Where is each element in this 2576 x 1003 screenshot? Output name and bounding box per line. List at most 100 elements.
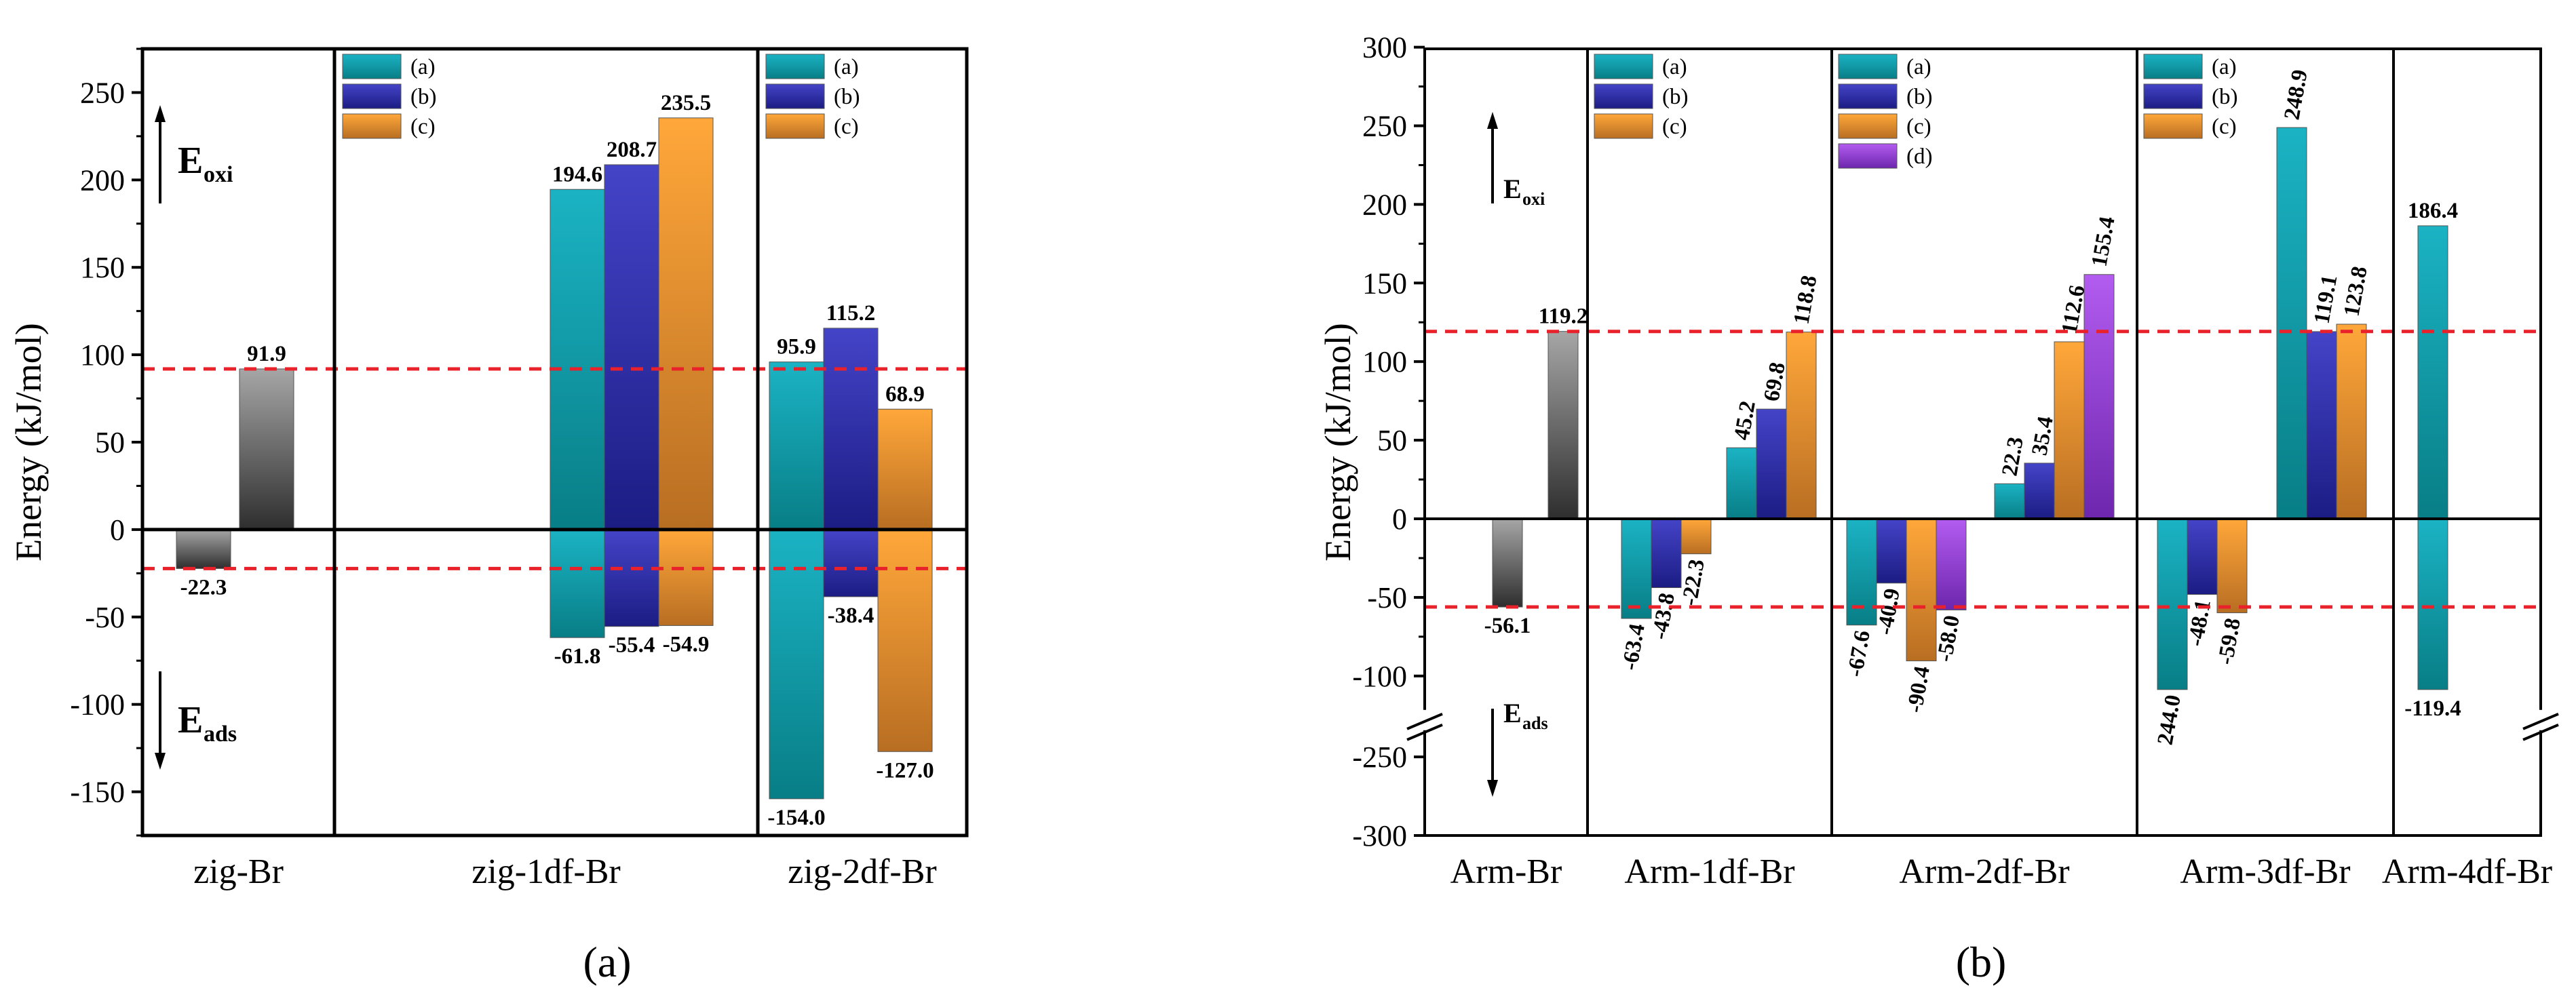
y-tick-label: -50 — [85, 601, 125, 634]
y-tick-label: -100 — [1352, 660, 1407, 693]
group-label: Arm-3df-Br — [2180, 852, 2350, 891]
legend-swatch — [2143, 54, 2203, 79]
data-label: -58.0 — [1932, 614, 1964, 664]
data-label: 248.9 — [2280, 68, 2312, 121]
legend-label: (c) — [1662, 115, 1687, 139]
data-label: 69.8 — [1759, 360, 1790, 403]
y-tick-label: 50 — [1377, 424, 1407, 457]
arrow-up-label: E — [178, 140, 203, 182]
bar-zig-Br-oxi-gray — [239, 368, 294, 530]
y-tick-label: 50 — [95, 426, 125, 459]
bar-Arm-3df-Br-ads-a — [2157, 518, 2188, 690]
bar-Arm-3df-Br-ads-b — [2187, 518, 2218, 595]
data-label: 115.2 — [826, 301, 875, 326]
panel-caption: (b) — [1956, 938, 2007, 986]
legend-label: (c) — [410, 115, 436, 139]
data-label: 208.7 — [607, 138, 657, 162]
data-label: 155.4 — [2087, 215, 2119, 269]
group-label: Arm-1df-Br — [1624, 852, 1794, 891]
legend-label: (d) — [1906, 144, 1932, 169]
arrow-up-sub: oxi — [204, 162, 233, 187]
data-label: 186.4 — [2408, 199, 2458, 223]
arrow-down-sub: ads — [204, 722, 237, 747]
axis-break-mark — [1406, 723, 1443, 741]
data-label: 45.2 — [1729, 399, 1760, 441]
legend-label: (a) — [834, 55, 859, 79]
group-label: zig-Br — [193, 852, 284, 891]
y-tick-label: -100 — [70, 688, 125, 722]
data-label: -154.0 — [767, 806, 825, 830]
bar-zig-2df-Br-oxi-c — [877, 408, 933, 530]
legend-label: (c) — [2212, 115, 2237, 139]
data-label: -38.4 — [828, 604, 874, 628]
data-label: -43.8 — [1647, 591, 1679, 642]
legend-swatch — [1838, 143, 1898, 169]
y-tick-label: 250 — [80, 76, 125, 109]
y-tick-label: 200 — [1362, 188, 1407, 221]
data-label: -90.4 — [1902, 665, 1934, 715]
bar-Arm-1df-Br-ads-c — [1680, 518, 1712, 555]
data-label: -54.9 — [663, 632, 710, 656]
bar-Arm-2df-Br-ads-c — [1906, 518, 1937, 662]
bar-Arm-4df-Br-oxi-a — [2417, 225, 2448, 519]
y-tick-label: -150 — [70, 776, 125, 809]
data-label: -119.4 — [2404, 696, 2461, 721]
legend-swatch — [342, 54, 402, 79]
data-label: 119.1 — [2309, 273, 2342, 326]
arrow-down-label: E — [1503, 698, 1522, 728]
legend-swatch — [2143, 83, 2203, 109]
y-tick-label: 0 — [1392, 503, 1407, 536]
axis-break-mark — [2522, 712, 2559, 730]
y-tick-label: 250 — [1362, 110, 1407, 143]
legend-swatch — [1838, 54, 1898, 79]
bar-zig-2df-Br-oxi-a — [769, 361, 824, 530]
bar-Arm-1df-Br-ads-b — [1651, 518, 1682, 589]
bar-zig-2df-Br-ads-a — [769, 529, 824, 800]
plot-frame — [1423, 47, 2542, 837]
bar-zig-1df-Br-ads-a — [550, 529, 605, 638]
bar-zig-1df-Br-oxi-a — [550, 189, 605, 530]
y-tick-label: 300 — [1362, 31, 1407, 64]
y-axis-label: Energy (kJ/mol) — [8, 323, 49, 561]
bar-Arm-4df-Br-ads-a — [2417, 518, 2448, 690]
legend-label: (a) — [1662, 55, 1687, 79]
data-label: 123.8 — [2339, 264, 2372, 318]
arrow-down-label: E — [178, 699, 203, 741]
arrow-up-sub: oxi — [1522, 189, 1545, 209]
data-label: -61.8 — [554, 644, 601, 669]
y-tick-label: 100 — [80, 338, 125, 372]
data-label: 244.0 — [2153, 693, 2186, 747]
data-label: -59.8 — [2213, 616, 2245, 667]
legend-swatch — [1838, 113, 1898, 139]
legend-swatch — [765, 113, 825, 139]
y-tick-label: 150 — [80, 251, 125, 284]
bar-Arm-1df-Br-oxi-c — [1786, 332, 1817, 519]
group-label: Arm-4df-Br — [2382, 852, 2552, 891]
legend-label: (c) — [1906, 115, 1931, 139]
legend-swatch — [342, 113, 402, 139]
bar-zig-2df-Br-oxi-b — [823, 328, 879, 530]
y-axis-label: Energy (kJ/mol) — [1318, 323, 1358, 561]
arrow-down-icon — [1487, 780, 1498, 797]
bar-Arm-1df-Br-oxi-b — [1756, 408, 1787, 519]
data-label: 118.8 — [1789, 273, 1822, 326]
bar-Arm-Br-oxi-gray — [1547, 331, 1579, 519]
legend-swatch — [1594, 54, 1653, 79]
legend-swatch — [1594, 113, 1653, 139]
arrow-up-icon — [155, 105, 166, 122]
legend-label: (c) — [834, 115, 859, 139]
bar-Arm-3df-Br-oxi-c — [2336, 323, 2367, 519]
arrow-up-icon — [1487, 112, 1498, 129]
data-label: -63.4 — [1617, 622, 1649, 672]
bar-zig-2df-Br-ads-c — [877, 529, 933, 752]
legend-swatch — [765, 54, 825, 79]
bar-zig-1df-Br-oxi-c — [658, 117, 714, 530]
y-tick-label: 0 — [110, 513, 125, 547]
data-label: -22.3 — [1677, 557, 1709, 608]
data-label: 35.4 — [2027, 414, 2058, 457]
group-label: zig-2df-Br — [788, 852, 936, 891]
bar-Arm-1df-Br-oxi-a — [1726, 447, 1757, 519]
legend-label: (b) — [1662, 85, 1688, 109]
